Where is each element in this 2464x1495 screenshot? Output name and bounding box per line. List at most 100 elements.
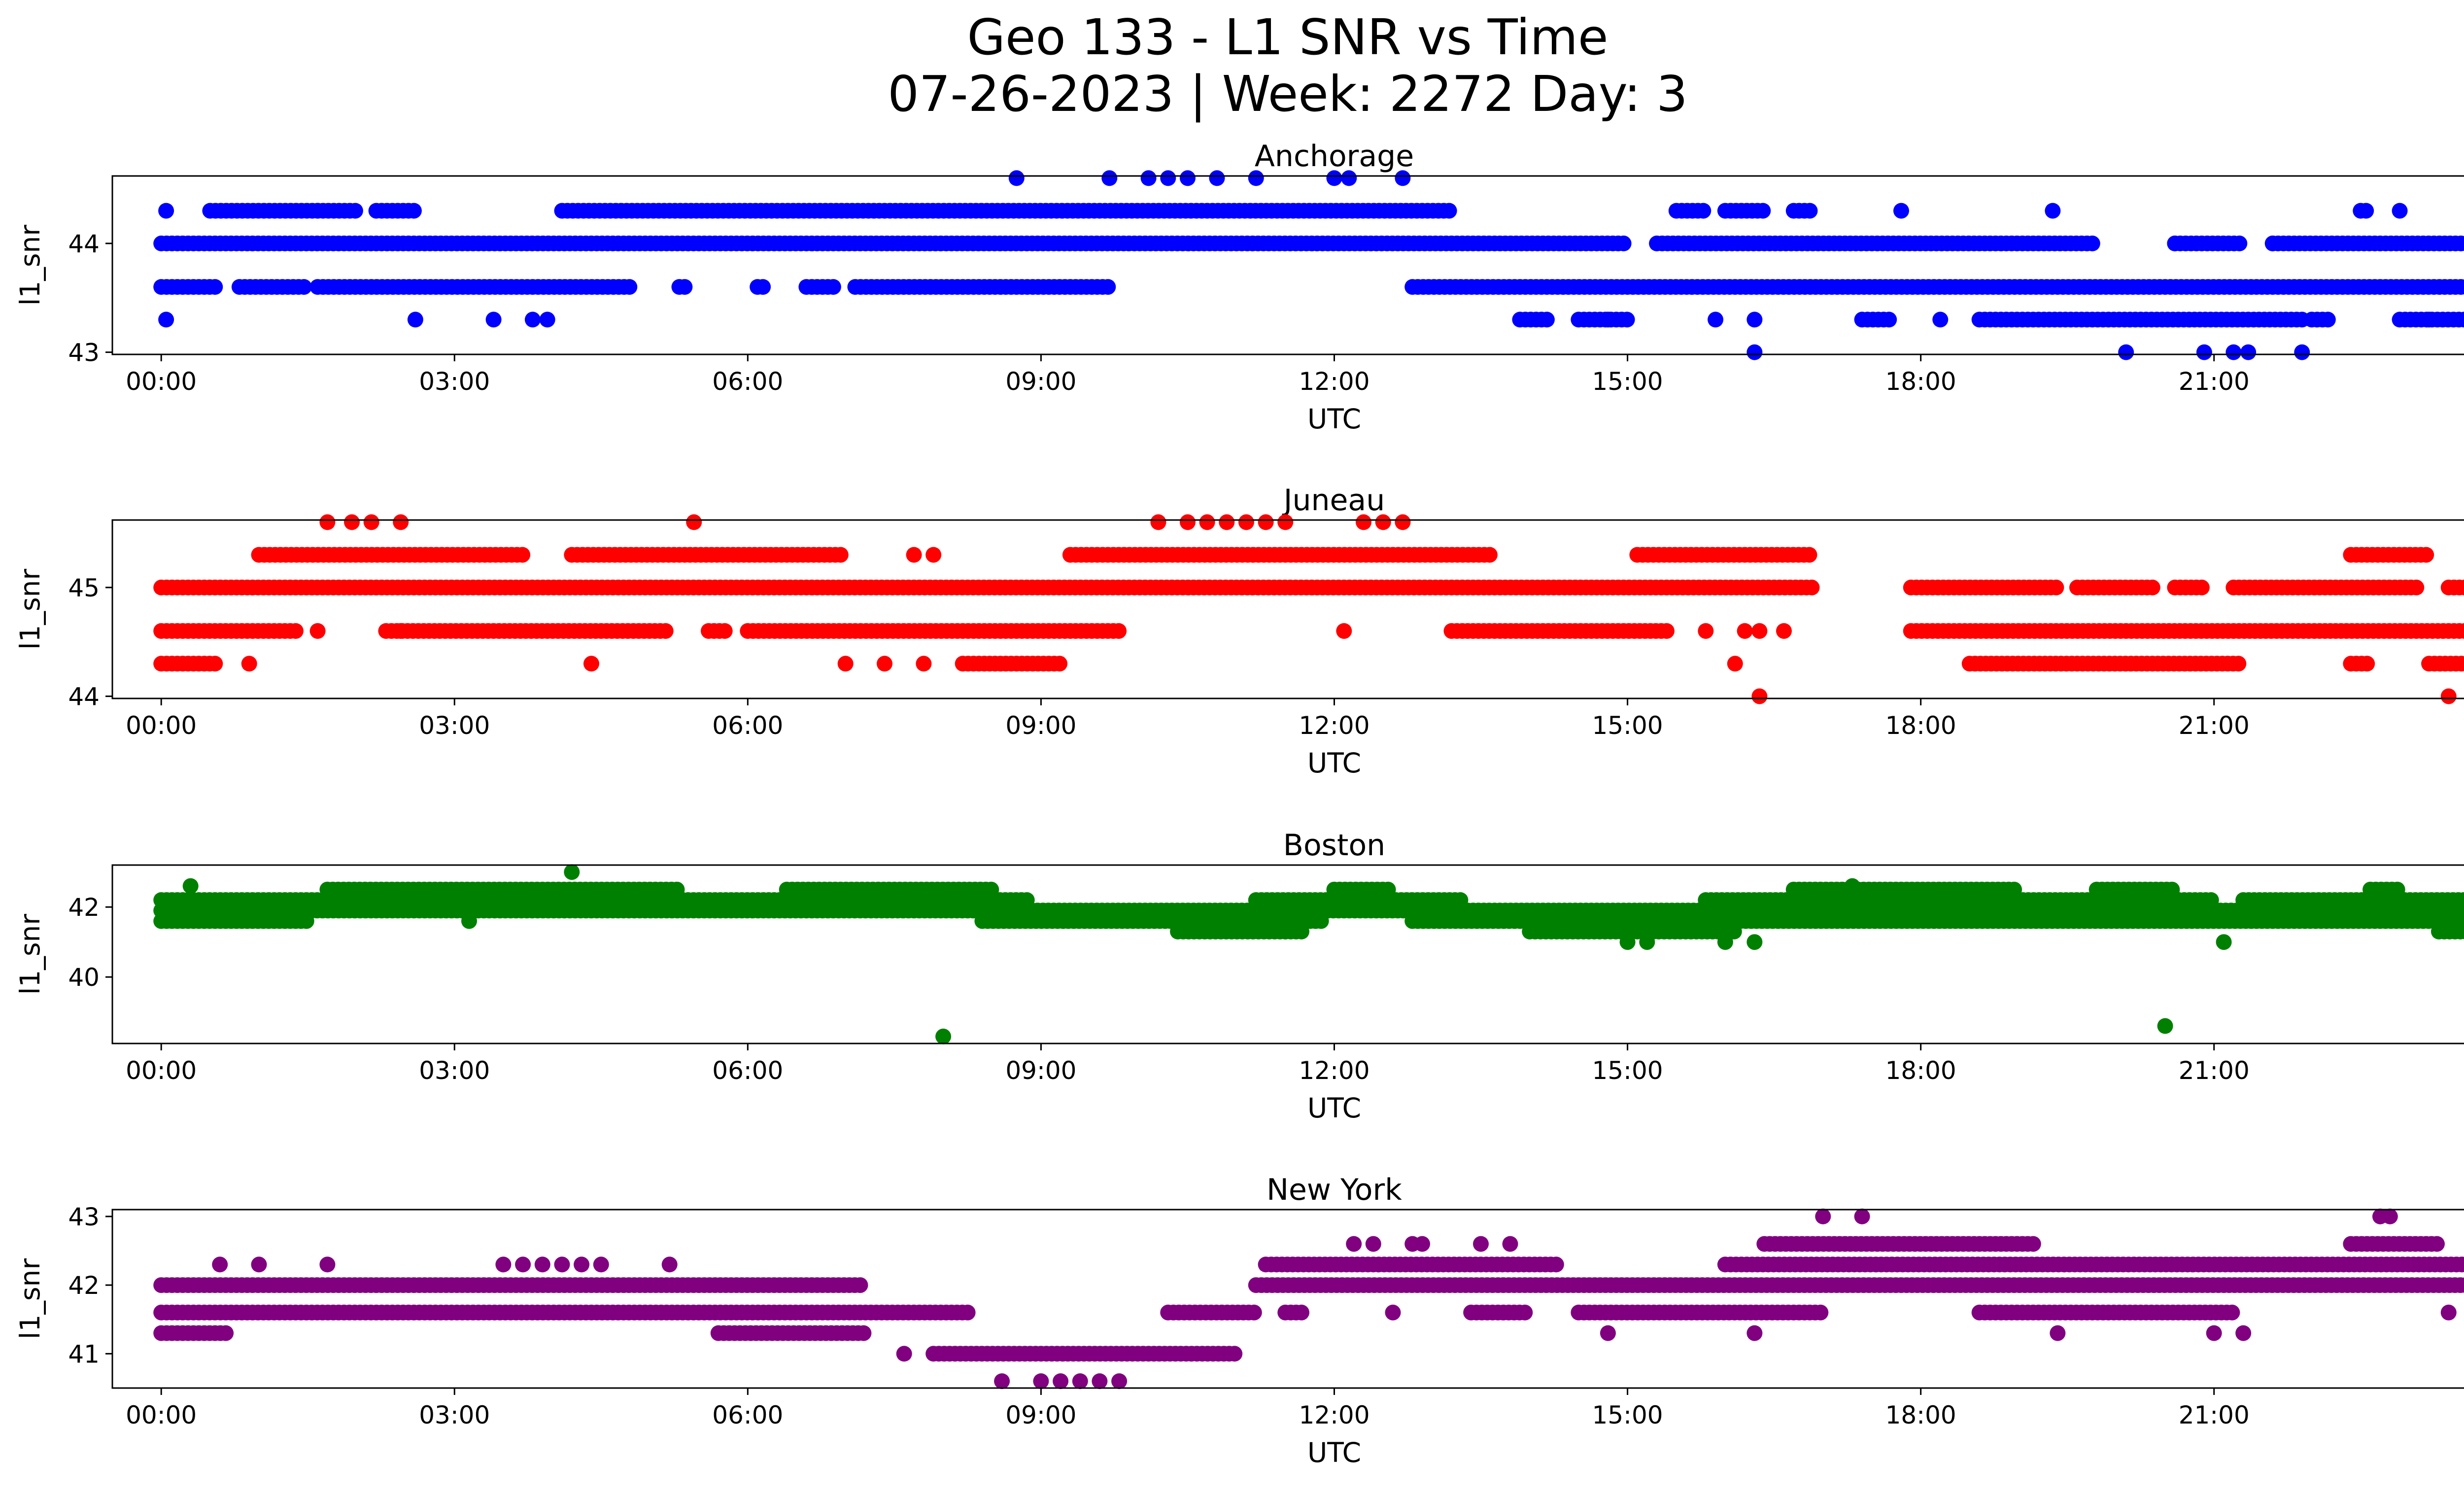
data-point	[832, 547, 849, 563]
x-axis-label: UTC	[1307, 1092, 1361, 1124]
data-point	[1881, 312, 1897, 328]
x-tick-label: 03:00	[419, 367, 490, 396]
data-point	[2429, 1236, 2445, 1252]
data-point	[574, 1256, 590, 1273]
x-tick-label: 18:00	[1885, 367, 1956, 396]
x-tick-label: 21:00	[2179, 1401, 2250, 1429]
data-point	[1548, 1256, 1564, 1273]
x-tick-label: 00:00	[126, 711, 197, 740]
data-point	[1356, 514, 1371, 530]
subplot-title: Anchorage	[1255, 139, 1414, 174]
data-point	[2458, 279, 2464, 295]
data-point	[1033, 1373, 1049, 1390]
data-point	[309, 203, 326, 219]
y-tick-label: 40	[68, 963, 100, 992]
data-point	[935, 1028, 952, 1044]
data-point	[1277, 923, 1294, 939]
data-point	[1072, 1373, 1088, 1390]
data-point	[1639, 934, 1655, 950]
data-point	[2462, 314, 2464, 325]
data-point	[1932, 312, 1949, 328]
y-axis-label: l1_snr	[14, 914, 46, 995]
data-point	[1180, 514, 1196, 530]
data-point	[621, 279, 638, 295]
data-point	[241, 656, 257, 672]
data-point	[2084, 235, 2100, 251]
data-point	[393, 623, 409, 639]
data-point	[1385, 1304, 1401, 1321]
x-axis-label: UTC	[1307, 747, 1361, 779]
data-point	[2462, 582, 2464, 593]
data-point	[251, 1256, 267, 1273]
data-point	[2050, 1325, 2066, 1341]
x-tick-label: 18:00	[1885, 711, 1956, 740]
data-point	[406, 203, 422, 219]
data-point	[1893, 203, 1909, 219]
data-point	[2408, 579, 2425, 595]
data-point	[1150, 514, 1166, 530]
x-tick-label: 00:00	[126, 1056, 197, 1085]
data-point	[2392, 203, 2408, 219]
data-point	[1441, 203, 1457, 219]
data-point	[1804, 579, 1820, 595]
data-point	[1698, 623, 1714, 639]
data-point	[2231, 235, 2248, 251]
data-point	[717, 623, 733, 639]
data-point	[1199, 514, 1215, 530]
data-point	[218, 1325, 234, 1341]
data-markers	[153, 514, 2464, 704]
data-point	[593, 1256, 609, 1273]
subplot-title: Juneau	[1282, 483, 1385, 518]
x-tick-label: 15:00	[1592, 1401, 1663, 1429]
data-point	[393, 514, 409, 530]
data-point	[1341, 170, 1357, 186]
data-point	[2048, 579, 2064, 595]
data-point	[1336, 623, 1352, 639]
data-point	[1246, 1304, 1262, 1321]
data-point	[1313, 913, 1329, 929]
data-point	[2440, 1304, 2457, 1321]
data-point	[1717, 934, 1733, 950]
y-tick-label: 44	[68, 230, 100, 258]
data-point	[1140, 170, 1157, 186]
data-point	[1160, 170, 1176, 186]
data-point	[1227, 1346, 1243, 1362]
data-point	[2458, 236, 2464, 251]
data-point	[1326, 170, 1342, 186]
x-tick-label: 03:00	[419, 1056, 490, 1085]
data-point	[2358, 203, 2374, 219]
data-point	[2196, 344, 2212, 360]
data-point	[515, 1256, 531, 1273]
data-point	[1502, 1236, 1518, 1252]
data-point	[1053, 1373, 1069, 1390]
data-point	[319, 1256, 336, 1273]
data-point	[825, 279, 841, 295]
data-point	[534, 1256, 550, 1273]
data-point	[1619, 934, 1636, 950]
data-point	[2157, 1018, 2173, 1034]
data-point	[2418, 547, 2434, 563]
data-point	[1658, 623, 1675, 639]
data-point	[1248, 170, 1264, 186]
data-point	[1294, 923, 1309, 939]
data-point	[485, 312, 502, 328]
data-point	[1365, 1236, 1381, 1252]
data-point	[1101, 170, 1118, 186]
x-tick-label: 21:00	[2179, 367, 2250, 396]
data-point	[2230, 656, 2247, 672]
x-tick-label: 18:00	[1885, 1056, 1956, 1085]
data-point	[2457, 623, 2464, 639]
data-point	[2006, 881, 2022, 898]
data-point	[298, 913, 314, 929]
data-point	[1375, 514, 1391, 530]
data-point	[347, 203, 363, 219]
data-point	[287, 623, 304, 639]
y-axis-label: l1_snr	[14, 225, 46, 306]
data-point	[207, 656, 223, 672]
y-tick-label: 43	[68, 1203, 100, 1231]
data-point	[1755, 203, 1771, 219]
x-tick-label: 03:00	[419, 1401, 490, 1429]
data-point	[207, 279, 223, 295]
